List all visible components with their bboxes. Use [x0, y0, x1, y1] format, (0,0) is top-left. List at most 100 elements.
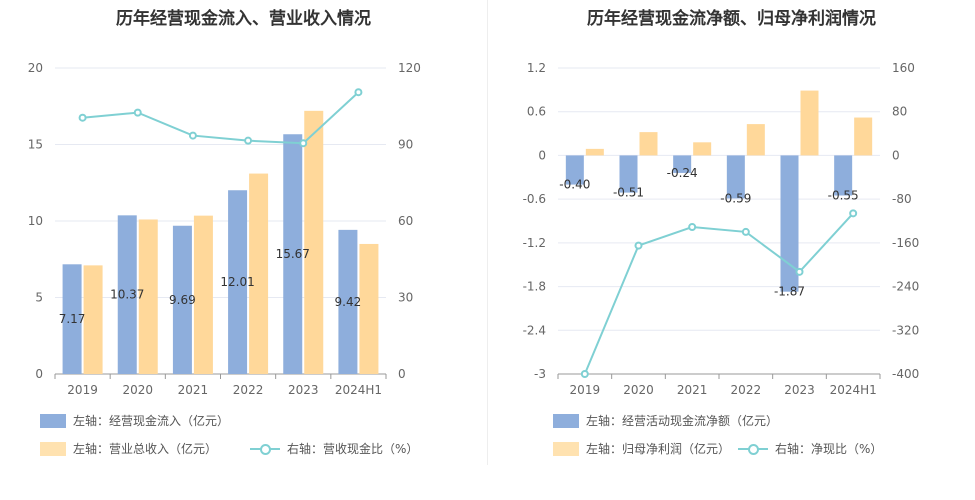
right-axis-tick-label: 90	[398, 138, 413, 152]
left-axis-tick-label: -0.6	[523, 192, 546, 206]
x-axis-tick-label: 2024H1	[335, 383, 382, 397]
right-chart-panel: 历年经营现金流净额、归母净利润情况 1.2 0.6 0 -0.6 -1.2 -1.8 -2.…	[488, 0, 975, 500]
left-axis-tick-label: 0	[538, 148, 546, 162]
left-axis-tick-label: 0.6	[527, 105, 546, 119]
right-axis-tick-label: 0	[398, 367, 406, 381]
x-axis-tick-label: 2021	[178, 383, 209, 397]
legend-label: 右轴：营收现金比（%）	[287, 442, 419, 456]
right-axis-tick-label: -400	[892, 367, 919, 381]
right-chart-svg: 1.2 0.6 0 -0.6 -1.2 -1.8 -2.4 -3 160 80 0 -80 -160 -2…	[523, 61, 920, 397]
left-chart-svg: 0 5 10 15 20 0 30 60 90 120 2019 2020 2021 2022 2023 20…	[28, 61, 421, 397]
bar-series-2	[304, 110, 324, 374]
legend-label: 左轴：经营现金流入（亿元）	[73, 414, 230, 428]
x-axis-tick-label: 2022	[233, 383, 264, 397]
x-axis-tick-label: 2020	[122, 383, 153, 397]
data-label: -0.51	[613, 186, 644, 200]
bar-series-2	[193, 215, 213, 374]
left-axis-tick-label: -2.4	[523, 323, 546, 337]
data-label: 15.67	[276, 247, 310, 261]
left-axis-tick-label: 1.2	[527, 61, 546, 75]
left-axis-tick-label: -1.8	[523, 280, 546, 294]
ratio-line-point	[688, 223, 697, 232]
legend-item-cash-ratio[interactable]: 右轴：营收现金比（%）	[250, 440, 418, 457]
bar-series-1	[673, 155, 692, 173]
chart-title: 历年经营现金流入、营业收入情况	[116, 9, 371, 29]
data-label: -0.55	[828, 189, 859, 203]
legend-swatch	[553, 441, 579, 456]
right-axis-tick-label: -320	[892, 323, 919, 337]
bar-series-1	[619, 155, 638, 193]
bar-series-1	[565, 155, 584, 185]
left-axis-tick-label: 15	[28, 138, 43, 152]
right-axis-tick-label: 30	[398, 291, 413, 305]
ratio-line-point	[580, 370, 589, 378]
legend-label: 左轴：营业总收入（亿元）	[73, 442, 218, 456]
right-axis-tick-label: -240	[892, 280, 919, 294]
bar-series-1	[834, 155, 853, 196]
bar-series-2	[693, 142, 712, 156]
data-label: 10.37	[110, 288, 144, 302]
right-axis-tick-label: -160	[892, 236, 919, 250]
x-axis-tick-label: 2023	[784, 383, 815, 397]
bar-series-2	[800, 90, 819, 156]
legend-line-swatch	[738, 442, 768, 456]
ratio-line-point	[78, 113, 87, 122]
ratio-line-point	[849, 209, 858, 218]
ratio-line-point	[634, 241, 643, 250]
x-axis-tick-label: 2021	[677, 383, 708, 397]
ratio-line-point	[299, 139, 308, 148]
ratio-line	[82, 91, 360, 145]
data-label: -0.24	[667, 166, 698, 180]
data-label: 7.17	[59, 312, 86, 326]
ratio-line-point	[244, 136, 253, 145]
bar-series-1	[780, 155, 799, 292]
legend-swatch	[40, 441, 66, 456]
bar-series-1	[117, 215, 137, 374]
right-axis-tick-label: -80	[892, 192, 912, 206]
left-axis-tick-label: 5	[35, 291, 43, 305]
bar-series-2	[83, 265, 103, 374]
ratio-line-point	[188, 131, 197, 140]
bar-series-1	[726, 155, 745, 199]
left-axis-tick-label: -1.2	[523, 236, 546, 250]
data-label: 9.69	[169, 293, 196, 307]
legend-label: 右轴：净现比（%）	[775, 442, 883, 456]
bar-series-1	[62, 264, 82, 374]
ratio-line-point	[795, 267, 804, 276]
left-chart-panel: 历年经营现金流入、营业收入情况 0 5 10 15 20 0 30 60 90 120 2019 20…	[0, 0, 487, 500]
right-axis-tick-label: 120	[398, 61, 421, 75]
data-label: -1.87	[774, 285, 805, 299]
data-label: -0.40	[559, 178, 590, 192]
ratio-line	[583, 212, 854, 375]
bar-series-2	[585, 148, 604, 156]
left-axis-tick-label: 20	[28, 61, 43, 75]
x-axis-tick-label: 2022	[731, 383, 762, 397]
bar-series-2	[249, 173, 269, 374]
legend-line-swatch	[250, 442, 280, 456]
legend-item-net-cashflow[interactable]: 左轴：经营活动现金流净额（亿元）	[553, 412, 778, 429]
left-axis-tick-label: 0	[35, 367, 43, 381]
bar-series-2	[359, 243, 379, 374]
legend-item-net-profit[interactable]: 左轴：归母净利润（亿元）	[553, 440, 730, 457]
left-axis-tick-label: 10	[28, 214, 43, 228]
chart-title: 历年经营现金流净额、归母净利润情况	[587, 9, 876, 29]
right-axis-tick-label: 60	[398, 214, 413, 228]
bar-series-1	[338, 229, 358, 374]
data-label: 12.01	[220, 275, 254, 289]
data-label: 9.42	[335, 295, 362, 309]
legend-item-cash-inflow[interactable]: 左轴：经营现金流入（亿元）	[40, 412, 229, 429]
legend-item-revenue[interactable]: 左轴：营业总收入（亿元）	[40, 440, 217, 457]
panel-divider	[487, 0, 488, 465]
bar-series-1	[283, 134, 303, 374]
legend-item-net-cash-ratio[interactable]: 右轴：净现比（%）	[738, 440, 882, 457]
x-axis-tick-label: 2024H1	[830, 383, 877, 397]
legend-swatch	[553, 413, 579, 428]
bar-series-1	[172, 225, 192, 374]
x-axis-tick-label: 2019	[570, 383, 601, 397]
bar-series-2	[138, 219, 158, 374]
left-axis-tick-label: -3	[534, 367, 546, 381]
x-axis-tick-label: 2020	[623, 383, 654, 397]
data-label: -0.59	[720, 191, 751, 205]
ratio-line-point	[354, 88, 363, 97]
right-axis-tick-label: 0	[892, 148, 900, 162]
